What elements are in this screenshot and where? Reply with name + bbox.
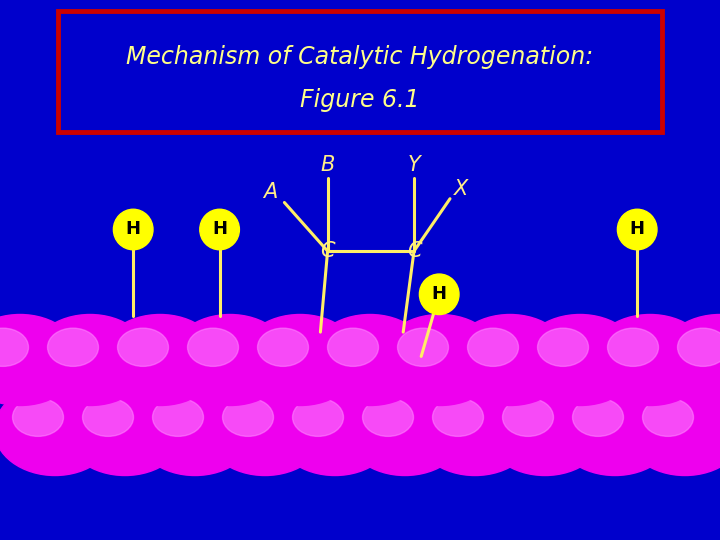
- Circle shape: [99, 314, 220, 406]
- Circle shape: [414, 384, 536, 476]
- Circle shape: [222, 398, 274, 436]
- Text: C: C: [407, 241, 421, 261]
- Text: Y: Y: [408, 154, 420, 175]
- Circle shape: [554, 384, 675, 476]
- Circle shape: [258, 328, 308, 366]
- Circle shape: [572, 398, 624, 436]
- Circle shape: [449, 314, 571, 406]
- Text: B: B: [320, 154, 335, 175]
- Circle shape: [485, 384, 606, 476]
- FancyBboxPatch shape: [58, 11, 662, 132]
- Circle shape: [0, 328, 29, 366]
- Circle shape: [0, 314, 81, 406]
- Text: H: H: [432, 285, 446, 303]
- Circle shape: [328, 328, 379, 366]
- Ellipse shape: [199, 209, 239, 249]
- Circle shape: [30, 314, 150, 406]
- Circle shape: [83, 398, 133, 436]
- Text: H: H: [212, 220, 227, 239]
- Circle shape: [397, 328, 449, 366]
- Circle shape: [344, 384, 466, 476]
- Circle shape: [64, 384, 186, 476]
- Text: H: H: [630, 220, 644, 239]
- Circle shape: [204, 384, 325, 476]
- Circle shape: [503, 398, 554, 436]
- Circle shape: [12, 398, 63, 436]
- Circle shape: [187, 328, 238, 366]
- Circle shape: [624, 384, 720, 476]
- Text: H: H: [126, 220, 140, 239]
- Circle shape: [660, 314, 720, 406]
- Circle shape: [519, 314, 641, 406]
- Circle shape: [292, 398, 343, 436]
- Circle shape: [117, 328, 168, 366]
- Circle shape: [467, 328, 518, 366]
- Circle shape: [274, 384, 396, 476]
- Circle shape: [538, 328, 588, 366]
- Ellipse shape: [618, 209, 657, 249]
- Text: C: C: [320, 241, 335, 261]
- Circle shape: [363, 398, 413, 436]
- Circle shape: [169, 314, 291, 406]
- Circle shape: [590, 314, 711, 406]
- Ellipse shape: [114, 209, 153, 249]
- Text: Mechanism of Catalytic Hydrogenation:: Mechanism of Catalytic Hydrogenation:: [127, 45, 593, 69]
- Circle shape: [678, 328, 720, 366]
- Circle shape: [135, 384, 256, 476]
- Text: A: A: [263, 181, 277, 202]
- Text: X: X: [454, 179, 468, 199]
- Circle shape: [433, 398, 484, 436]
- Text: Figure 6.1: Figure 6.1: [300, 88, 420, 112]
- Ellipse shape: [419, 274, 459, 314]
- Circle shape: [379, 314, 500, 406]
- Circle shape: [48, 328, 99, 366]
- Circle shape: [239, 314, 361, 406]
- Circle shape: [153, 398, 204, 436]
- Circle shape: [310, 314, 431, 406]
- Circle shape: [642, 398, 693, 436]
- Circle shape: [0, 384, 116, 476]
- Circle shape: [608, 328, 659, 366]
